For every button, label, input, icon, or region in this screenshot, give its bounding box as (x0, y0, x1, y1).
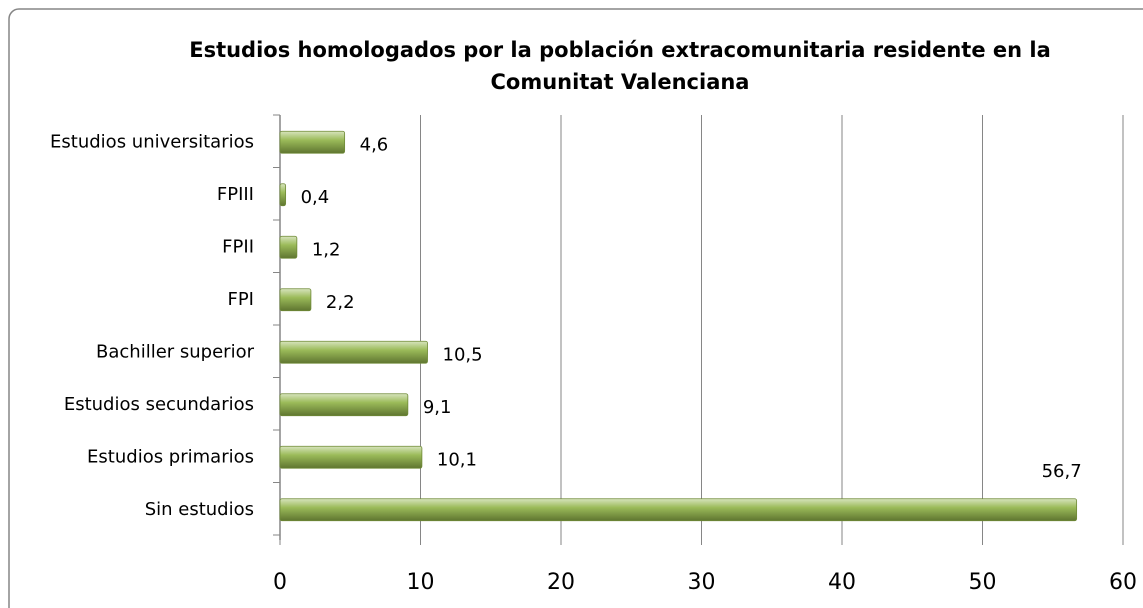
bar (279, 445, 423, 469)
x-tick-label: 40 (828, 570, 856, 595)
y-tick-label: Estudios primarios (87, 446, 254, 467)
bar (279, 183, 287, 207)
x-tick-label: 0 (273, 570, 287, 595)
value-label: 0,4 (301, 187, 330, 208)
bar (279, 340, 428, 364)
value-label: 1,2 (312, 239, 341, 260)
x-tick-label: 60 (1109, 570, 1137, 595)
x-tick-label: 20 (547, 570, 575, 595)
value-label: 56,7 (1042, 461, 1082, 482)
value-label: 2,2 (326, 292, 355, 313)
bar (279, 393, 409, 417)
chart-title: Estudios homologados por la población ex… (189, 38, 1051, 94)
y-tick-label: Estudios secundarios (64, 394, 254, 415)
value-label: 4,6 (360, 134, 389, 155)
value-label: 9,1 (423, 397, 452, 418)
y-tick-label: Sin estudios (145, 499, 254, 520)
x-tick-label: 50 (969, 570, 997, 595)
x-tick-label: 10 (407, 570, 435, 595)
x-tick-label: 30 (688, 570, 716, 595)
bar (279, 498, 1078, 522)
y-tick-label: FPII (222, 236, 254, 257)
bar (279, 288, 312, 312)
y-tick-label: FPIII (217, 184, 254, 205)
y-tick-label: Estudios universitarios (50, 131, 254, 152)
bar (279, 235, 298, 259)
value-label: 10,5 (443, 344, 483, 365)
value-label: 10,1 (437, 449, 477, 470)
y-tick-label: Bachiller superior (96, 341, 255, 362)
bar (279, 130, 346, 154)
y-tick-label: FPI (227, 289, 254, 310)
